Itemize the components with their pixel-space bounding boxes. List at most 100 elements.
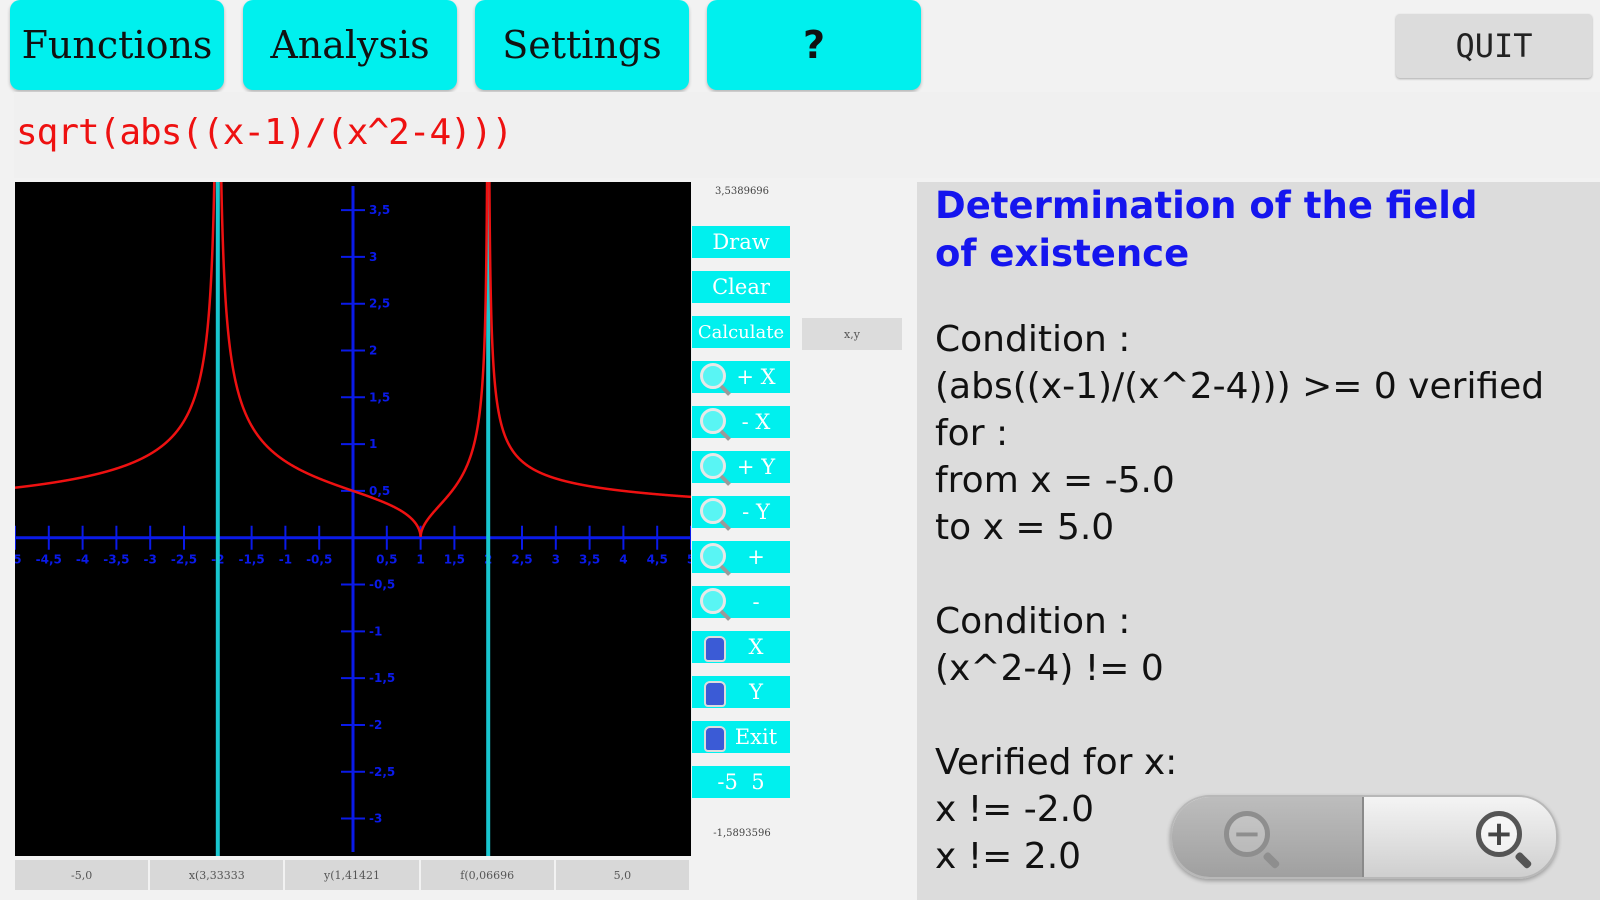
- y-max-readout: 3,5389696: [714, 186, 770, 197]
- x-tick-label: 5: [687, 553, 691, 567]
- x-tick-label: -1: [279, 553, 292, 567]
- zoom-in-button[interactable]: +: [1364, 797, 1554, 877]
- result-line: from x = -5.0: [935, 460, 1175, 501]
- exit-button[interactable]: Exit: [692, 721, 790, 753]
- function-curve: [15, 182, 216, 489]
- zoom-minus-y-button[interactable]: - Y: [692, 496, 790, 528]
- quit-button[interactable]: QUIT: [1396, 14, 1592, 78]
- function-plot: -5 -4,5 -4 -3,5 -3 -2,5 -2 -1,5 -1 -0,5 0,5 1 1,5 2 2,…: [15, 182, 691, 856]
- result-line: Condition :: [935, 319, 1131, 360]
- hand-icon: [704, 726, 726, 752]
- point-readout: x,y: [802, 318, 902, 350]
- result-line: x != -2.0: [935, 789, 1095, 830]
- move-x-label: X: [748, 635, 764, 659]
- move-y-label: Y: [749, 680, 763, 704]
- calculate-button[interactable]: Calculate: [692, 316, 790, 348]
- draw-button[interactable]: Draw: [692, 226, 790, 258]
- result-line: (abs((x-1)/(x^2-4))) >= 0 verified: [935, 366, 1545, 407]
- result-line: to x = 5.0: [935, 507, 1115, 548]
- result-line: Verified for x:: [935, 742, 1178, 783]
- zoom-minus-y-label: - Y: [742, 500, 770, 524]
- zoom-plus-label: +: [747, 545, 765, 569]
- x-tick-label: -4: [76, 553, 89, 567]
- x-tick-label: -4,5: [36, 553, 62, 567]
- zoom-plus-y-label: + Y: [736, 455, 776, 479]
- clear-label: Clear: [712, 275, 770, 299]
- zoom-out-button[interactable]: −: [1172, 797, 1362, 877]
- zoom-minus-button[interactable]: -: [692, 586, 790, 618]
- zoom-control: − +: [1170, 795, 1558, 879]
- tab-settings[interactable]: Settings: [475, 0, 689, 90]
- x-tick-label: -5: [15, 553, 22, 567]
- function-curve: [220, 182, 489, 538]
- y-min-readout: -1,5893596: [713, 828, 771, 839]
- status-f-value: f(0,06696: [420, 860, 554, 890]
- tab-analysis[interactable]: Analysis: [243, 0, 457, 90]
- x-tick-label: 1: [416, 553, 424, 567]
- x-tick-label: 3,5: [579, 553, 600, 567]
- draw-label: Draw: [712, 230, 770, 254]
- move-x-button[interactable]: X: [692, 631, 790, 663]
- x-tick-label: 1,5: [444, 553, 465, 567]
- x-tick-label: 2,5: [511, 553, 532, 567]
- result-line: x != 2.0: [935, 836, 1082, 877]
- zoom-plus-y-button[interactable]: + Y: [692, 451, 790, 483]
- status-y-coord: y(1,41421: [285, 860, 419, 890]
- y-tick-label: 2: [369, 344, 377, 358]
- zoom-minus-x-label: - X: [741, 410, 771, 434]
- zoom-plus-button[interactable]: +: [692, 541, 790, 573]
- y-tick-label: -3: [369, 812, 382, 826]
- y-tick-label: 1,5: [369, 390, 390, 404]
- x-tick-label: -3,5: [103, 553, 129, 567]
- result-panel: Determination of the field of existence …: [917, 182, 1600, 900]
- magnifier-icon: [700, 453, 726, 479]
- status-xmin: -5,0: [15, 860, 149, 890]
- function-curve: [488, 182, 691, 499]
- exit-label: Exit: [734, 725, 778, 749]
- status-xmax: 5,0: [555, 860, 690, 890]
- y-tick-label: -2,5: [369, 765, 395, 779]
- range-label: -5 5: [717, 770, 765, 794]
- zoom-out-icon: −: [1224, 811, 1270, 857]
- zoom-minus-x-button[interactable]: - X: [692, 406, 790, 438]
- y-tick-label: 2,5: [369, 297, 390, 311]
- status-row: -5,0 x(3,33333 y(1,41421 f(0,06696 5,0: [15, 860, 691, 890]
- formula-bar[interactable]: sqrt(abs((x-1)/(x^2-4))): [14, 92, 1600, 178]
- x-tick-label: 4,5: [647, 553, 668, 567]
- hand-icon: [704, 681, 726, 707]
- result-line: for :: [935, 413, 1009, 454]
- tab-help[interactable]: ?: [707, 0, 921, 90]
- zoom-plus-x-button[interactable]: + X: [692, 361, 790, 393]
- y-tick-label: 0,5: [369, 484, 390, 498]
- zoom-divider: [1362, 797, 1364, 877]
- magnifier-icon: [700, 588, 726, 614]
- y-tick-label: 1: [369, 437, 377, 451]
- graph-canvas[interactable]: -5 -4,5 -4 -3,5 -3 -2,5 -2 -1,5 -1 -0,5 0,5 1 1,5 2 2,…: [15, 182, 691, 856]
- x-tick-label: 0,5: [376, 553, 397, 567]
- tab-functions[interactable]: Functions: [10, 0, 224, 90]
- range-button[interactable]: -5 5: [692, 766, 790, 798]
- x-tick-label: -2,5: [171, 553, 197, 567]
- x-tick-label: 3: [552, 553, 560, 567]
- hand-icon: [704, 636, 726, 662]
- move-y-button[interactable]: Y: [692, 676, 790, 708]
- zoom-in-icon: +: [1476, 811, 1522, 857]
- zoom-minus-label: -: [752, 590, 760, 614]
- clear-button[interactable]: Clear: [692, 271, 790, 303]
- x-tick-label: -1,5: [238, 553, 264, 567]
- x-tick-label: 4: [619, 553, 627, 567]
- y-tick-label: -0,5: [369, 578, 395, 592]
- calculate-label: Calculate: [697, 321, 785, 343]
- x-tick-label: -3: [144, 553, 157, 567]
- y-tick-label: 3,5: [369, 203, 390, 217]
- result-title: Determination of the field of existence: [935, 184, 1478, 275]
- magnifier-icon: [700, 408, 726, 434]
- y-tick-label: -1: [369, 624, 382, 638]
- result-line: (x^2-4) != 0: [935, 648, 1164, 689]
- formula-input[interactable]: sqrt(abs((x-1)/(x^2-4))): [16, 112, 513, 153]
- magnifier-icon: [700, 498, 726, 524]
- result-line: Condition :: [935, 601, 1131, 642]
- magnifier-icon: [700, 363, 726, 389]
- x-tick-label: -0,5: [306, 553, 332, 567]
- status-x-coord: x(3,33333: [150, 860, 284, 890]
